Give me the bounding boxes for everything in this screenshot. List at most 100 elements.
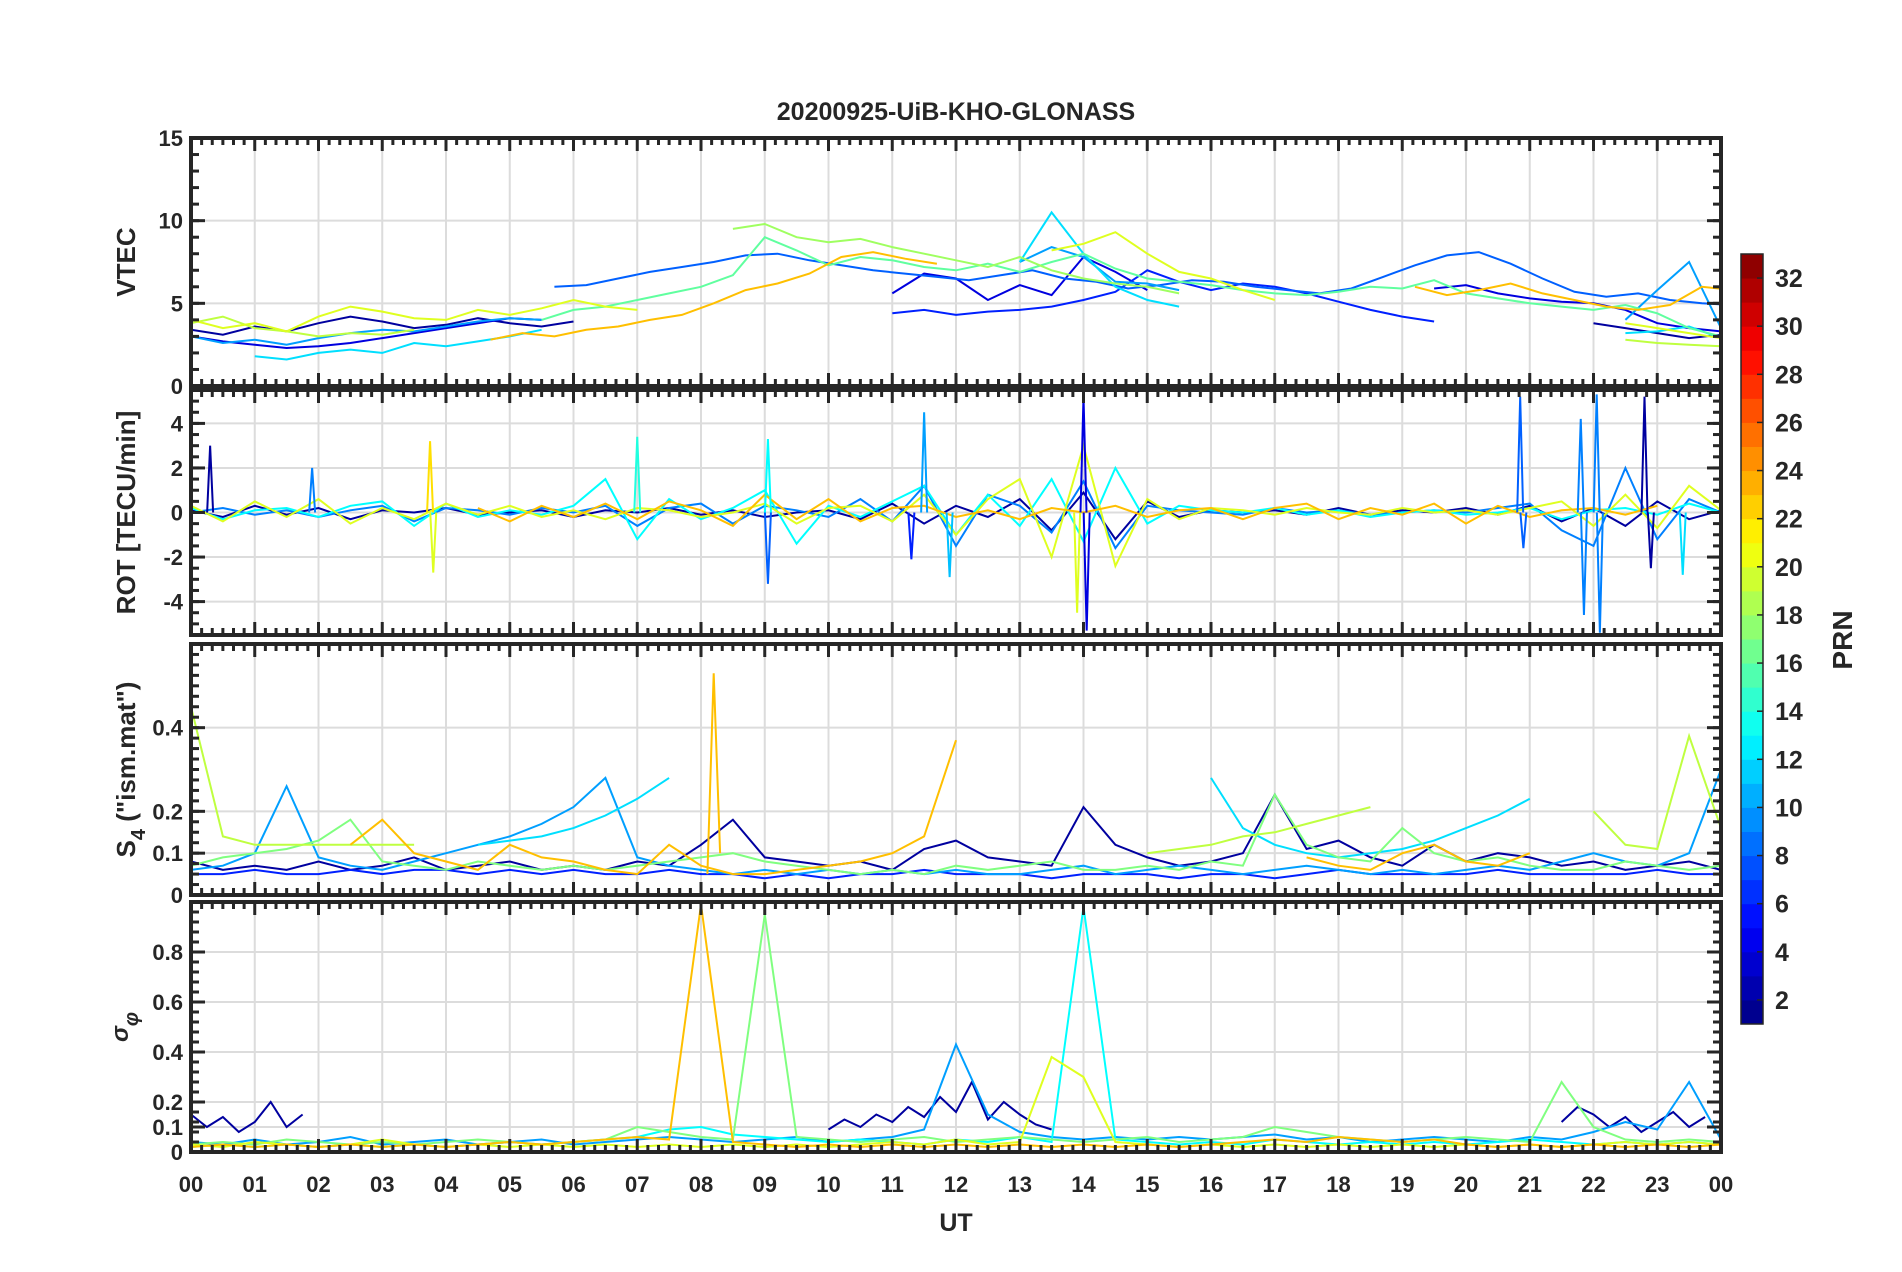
x-tick-label: 04 — [434, 1172, 459, 1197]
y-tick-label: 10 — [159, 209, 183, 234]
colorbar-band — [1741, 759, 1763, 784]
colorbar-tick-label: 2 — [1775, 987, 1789, 1015]
y-tick-label: -2 — [163, 545, 183, 570]
colorbar-band — [1741, 542, 1763, 568]
y-axis-label-main: ROT [TECU/min] — [111, 411, 141, 615]
axes-frame — [189, 136, 1723, 388]
y-axis-label-subscript: 4 — [128, 828, 150, 840]
colorbar-band — [1741, 302, 1763, 327]
colorbar-tick-label: 12 — [1775, 746, 1803, 774]
colorbar-band — [1741, 446, 1763, 472]
colorbar-band — [1741, 422, 1763, 447]
y-tick-label: 0.4 — [152, 716, 183, 741]
colorbar-band — [1741, 663, 1763, 688]
colorbar-band — [1741, 903, 1763, 929]
y-tick-label: -4 — [163, 590, 183, 615]
spike-prn-9 — [1595, 512, 1604, 633]
x-tick-label: 20 — [1454, 1172, 1478, 1197]
series-prn-2 — [191, 315, 1721, 340]
colorbar-band — [1741, 374, 1763, 399]
colorbar-band — [1741, 855, 1763, 881]
panel-s4: 00.10.20.4S4 ("ism.mat") — [111, 642, 1723, 908]
spike-prn-8 — [1516, 396, 1525, 513]
y-axis-label-suffix: ("ism.mat") — [111, 682, 141, 829]
series-prn-23 — [349, 739, 1531, 876]
colorbar-band — [1741, 278, 1763, 303]
x-tick-label: 12 — [944, 1172, 968, 1197]
y-tick-label: 15 — [159, 126, 183, 151]
spike-prn-2 — [206, 445, 215, 513]
spike-prn-6 — [907, 512, 916, 560]
spike-prn-11 — [945, 512, 954, 578]
colorbar-tick-label: 6 — [1775, 891, 1789, 919]
colorbar-band — [1741, 735, 1763, 760]
colorbar-band — [1741, 807, 1763, 832]
series-prn-2 — [191, 1079, 1706, 1134]
x-tick-label: 13 — [1008, 1172, 1032, 1197]
x-tick-label: 05 — [498, 1172, 522, 1197]
spike-prn-10 — [920, 412, 929, 513]
spike-prn-9 — [1576, 418, 1585, 513]
spike-prn-9 — [1579, 512, 1588, 615]
colorbar-band — [1741, 927, 1763, 953]
y-tick-label: 0.8 — [152, 940, 183, 965]
x-tick-label: 19 — [1390, 1172, 1414, 1197]
series-prn-18 — [732, 222, 1180, 295]
spike-prn-4 — [1082, 512, 1091, 631]
spike-prn-2 — [1646, 512, 1655, 569]
colorbar-tick-label: 8 — [1775, 843, 1789, 871]
x-axis-label: UT — [939, 1209, 972, 1237]
series-group — [191, 673, 1721, 880]
colorbar-tick-label: 16 — [1775, 650, 1803, 678]
series-group — [191, 394, 1721, 633]
colorbar-band — [1741, 494, 1763, 520]
y-axis-label-main: σ — [107, 1025, 134, 1042]
colorbar-tick-label: 28 — [1775, 361, 1803, 389]
y-axis-label: σφ — [107, 1012, 143, 1042]
colorbar-tick-label: 20 — [1775, 554, 1803, 582]
colorbar-tick-label: 14 — [1775, 698, 1803, 726]
colorbar-band — [1741, 326, 1763, 351]
spike-prn-14 — [633, 436, 642, 513]
y-tick-label: 0 — [171, 501, 183, 526]
colorbar-band — [1741, 975, 1763, 1001]
colorbar-band — [1741, 470, 1763, 496]
x-tick-label: 14 — [1071, 1172, 1096, 1197]
axes-frame — [189, 388, 1723, 637]
series-prn-19 — [191, 315, 1721, 348]
colorbar-band — [1741, 518, 1763, 544]
spike-prn-22 — [426, 441, 435, 513]
x-tick-label: 18 — [1326, 1172, 1350, 1197]
colorbar-tick-label: 4 — [1775, 939, 1789, 967]
series-group — [191, 210, 1721, 361]
spike-prn-20 — [1073, 512, 1082, 613]
y-tick-label: 0.6 — [152, 990, 183, 1015]
spike-prn-8 — [763, 512, 772, 584]
y-tick-label: 4 — [171, 411, 184, 436]
y-axis-label: ROT [TECU/min] — [111, 411, 141, 615]
x-tick-label: 09 — [753, 1172, 777, 1197]
y-tick-label: 0 — [171, 883, 183, 908]
y-tick-label: 2 — [171, 456, 183, 481]
x-tick-label: 11 — [881, 1172, 904, 1197]
colorbar-tick-label: 32 — [1775, 265, 1803, 293]
y-axis-label-subscript: φ — [121, 1012, 143, 1026]
colorbar-tick-label: 26 — [1775, 409, 1803, 437]
y-tick-label: 0 — [171, 1140, 183, 1165]
colorbar-band — [1741, 711, 1763, 736]
x-tick-label: 16 — [1199, 1172, 1223, 1197]
colorbar-band — [1741, 590, 1763, 616]
spike-prn-8 — [1519, 512, 1528, 549]
x-tick-label: 17 — [1263, 1172, 1287, 1197]
y-axis-label-main: VTEC — [111, 227, 141, 297]
colorbar-tick-label: 30 — [1775, 313, 1803, 341]
x-tick-label: 10 — [816, 1172, 840, 1197]
colorbar-band — [1741, 687, 1763, 712]
y-tick-label: 0 — [171, 374, 183, 399]
y-tick-label: 5 — [171, 291, 183, 316]
colorbar-band — [1741, 951, 1763, 977]
series-prn-20 — [191, 231, 1721, 340]
spike-prn-2 — [1640, 396, 1649, 513]
